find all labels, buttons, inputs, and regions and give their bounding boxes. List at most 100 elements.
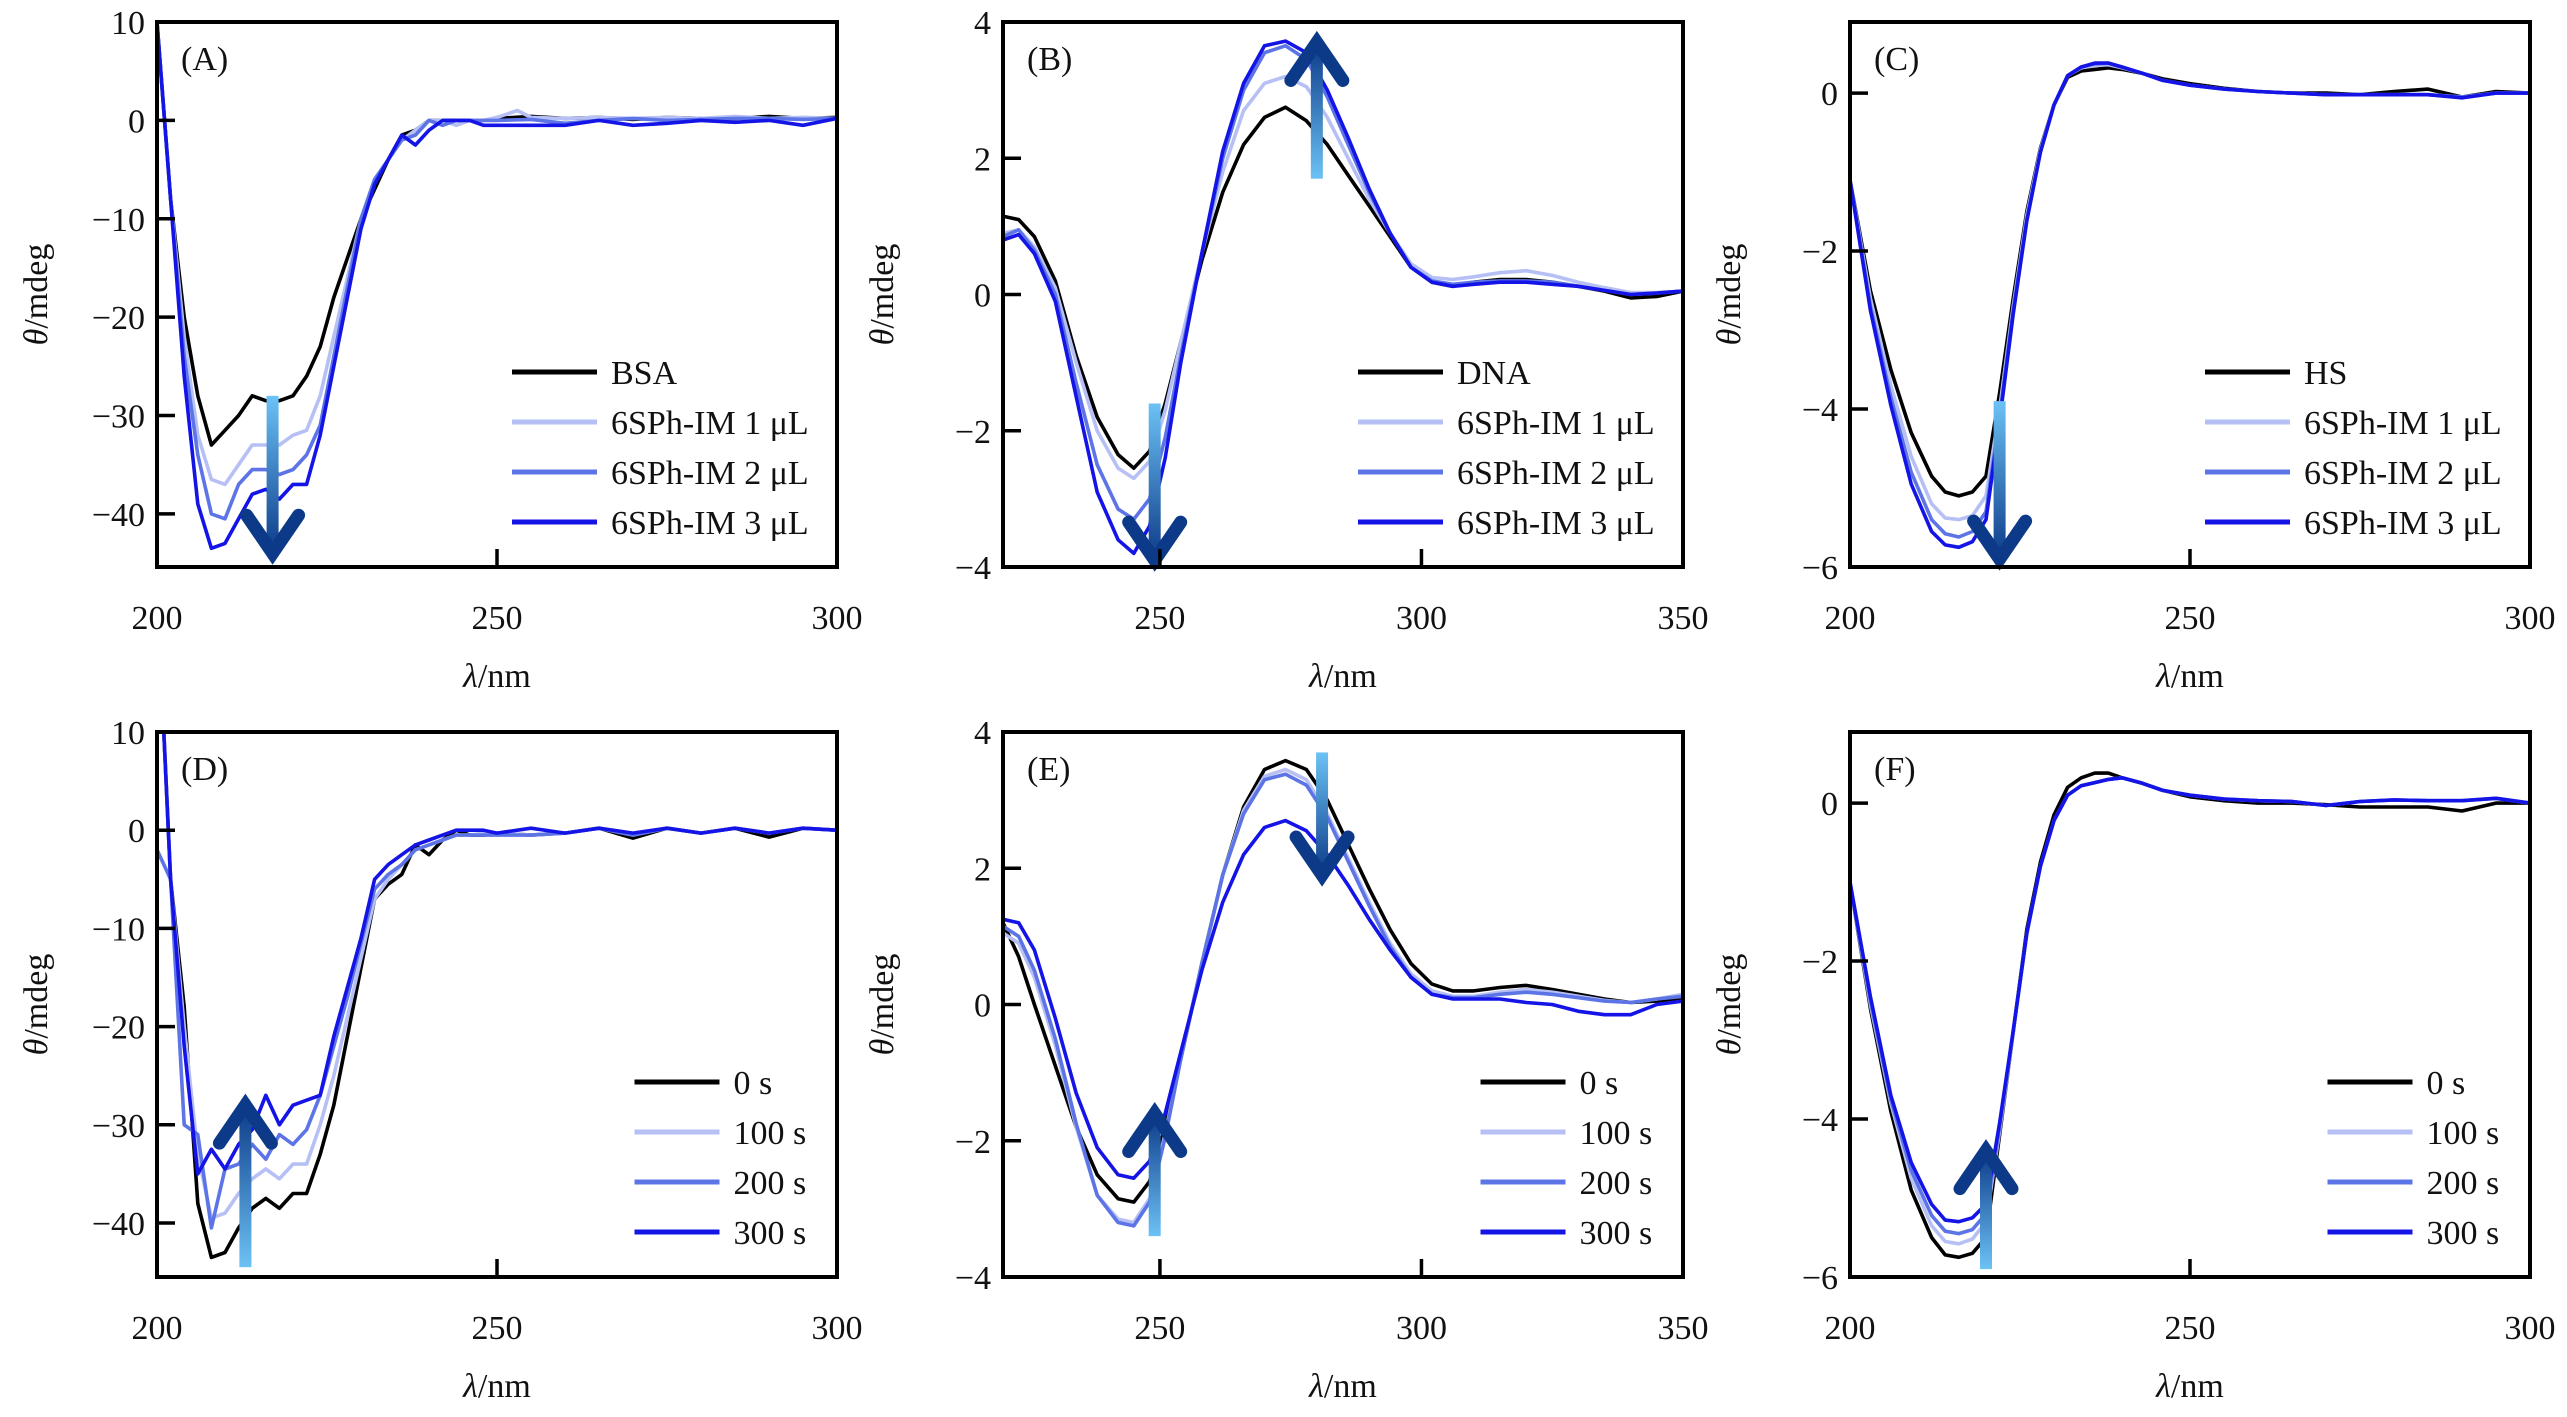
y-tick-label: 0	[128, 103, 145, 140]
panel-c: 0 −2 −4 −6 200 250 300 λ/nm θ/mdeg (C) HS 6SPh-IM 1…	[1711, 20, 2556, 695]
trend-arrow-down-icon	[1289, 752, 1355, 887]
x-tick-label: 250	[2165, 600, 2216, 637]
x-tick-label: 200	[1825, 1310, 1876, 1347]
series-line-4	[1003, 818, 1683, 1180]
legend: HS 6SPh-IM 1 μL 6SPh-IM 2 μL 6SPh-IM 3 μL	[2205, 355, 2502, 542]
trend-arrow-up-icon	[212, 1093, 278, 1268]
legend-label: 100 s	[2427, 1115, 2500, 1152]
y-axis-title: θ/mdeg	[18, 954, 55, 1056]
series-line-4	[157, 22, 837, 551]
legend-label: 200 s	[734, 1165, 807, 1202]
y-tick-label: −30	[92, 399, 145, 436]
y-tick-label: −4	[1802, 1102, 1838, 1139]
y-tick-label: −40	[92, 1206, 145, 1243]
x-tick-label: 350	[1658, 600, 1709, 637]
x-axis-title: λ/nm	[2155, 1368, 2224, 1405]
legend-item: 200 s	[634, 1165, 807, 1202]
legend-label: 0 s	[2427, 1065, 2466, 1102]
legend-label: 6SPh-IM 2 μL	[611, 455, 809, 492]
y-tick-label: −20	[92, 300, 145, 337]
legend-label: 6SPh-IM 3 μL	[611, 505, 809, 542]
series-line-1	[1850, 771, 2530, 1260]
y-tick-label: 10	[111, 715, 145, 752]
series-line-3	[1003, 772, 1683, 1228]
legend-label: 300 s	[1580, 1215, 1653, 1252]
legend-item: 200 s	[1480, 1165, 1652, 1202]
legend-label: 100 s	[734, 1115, 807, 1152]
legend-label: 6SPh-IM 1 μL	[611, 405, 809, 442]
x-tick-label: 300	[2505, 1310, 2556, 1347]
legend: 0 s 100 s 200 s 300 s	[634, 1065, 807, 1252]
x-tick-label: 200	[132, 1310, 183, 1347]
y-tick-label: −40	[92, 497, 145, 534]
y-tick-label: 0	[974, 278, 991, 315]
series-line-2	[1850, 62, 2530, 522]
legend-label: HS	[2304, 355, 2347, 392]
y-tick-label: 2	[974, 851, 991, 888]
curves	[1003, 758, 1683, 1228]
legend-label: 6SPh-IM 3 μL	[2304, 505, 2502, 542]
trend-arrow-down-icon	[1967, 401, 2033, 571]
y-tick-label: −2	[1802, 944, 1838, 981]
legend-item: 0 s	[1480, 1065, 1619, 1102]
y-tick-label: 4	[974, 715, 991, 752]
legend-label: 300 s	[2427, 1215, 2500, 1252]
legend-item: 100 s	[2327, 1115, 2500, 1152]
trend-arrow-up-icon	[1953, 1139, 2019, 1270]
legend-label: 100 s	[1580, 1115, 1653, 1152]
x-tick-label: 250	[472, 600, 523, 637]
y-tick-label: −2	[1802, 234, 1838, 271]
legend-item: 6SPh-IM 3 μL	[1358, 505, 1655, 542]
y-tick-label: −4	[955, 550, 991, 587]
y-tick-label: −2	[955, 414, 991, 451]
x-tick-label: 250	[1134, 600, 1185, 637]
legend-label: 6SPh-IM 1 μL	[2304, 405, 2502, 442]
legend-item: DNA	[1358, 355, 1531, 392]
y-axis-title: θ/mdeg	[864, 954, 901, 1056]
legend-item: 6SPh-IM 2 μL	[512, 455, 809, 492]
legend-label: 0 s	[1580, 1065, 1619, 1102]
y-tick-label: 10	[111, 5, 145, 42]
legend-label: 6SPh-IM 2 μL	[1457, 455, 1655, 492]
x-axis-title: λ/nm	[2155, 658, 2224, 695]
panel-d: 10 0 −10 −20 −30 −40 200 250 300 λ/nm θ/mdeg (D) 0 s…	[18, 715, 863, 1405]
trend-arrow-up-icon	[1122, 1101, 1188, 1237]
legend-label: 0 s	[734, 1065, 773, 1102]
y-axis-title: θ/mdeg	[864, 244, 901, 346]
panel-label: (D)	[181, 751, 228, 788]
legend-item: 6SPh-IM 1 μL	[2205, 405, 2502, 442]
curves	[1850, 61, 2530, 550]
x-tick-label: 250	[1134, 1310, 1185, 1347]
series-line-4	[162, 732, 837, 1176]
legend-label: 200 s	[2427, 1165, 2500, 1202]
x-axis-title: λ/nm	[1308, 1368, 1377, 1405]
x-axis-title: λ/nm	[462, 658, 531, 695]
legend-item: 300 s	[2327, 1215, 2500, 1252]
y-tick-label: −4	[955, 1260, 991, 1297]
y-tick-label: 0	[974, 988, 991, 1025]
x-tick-label: 350	[1658, 1310, 1709, 1347]
panel-label: (B)	[1027, 41, 1072, 78]
y-tick-label: −10	[92, 911, 145, 948]
series-line-1	[162, 732, 837, 1260]
trend-arrow-down-icon	[1122, 403, 1188, 572]
legend: 0 s 100 s 200 s 300 s	[2327, 1065, 2500, 1252]
panel-label: (E)	[1027, 751, 1070, 788]
y-axis-title: θ/mdeg	[18, 244, 55, 346]
y-tick-label: 0	[1821, 786, 1838, 823]
y-tick-label: −6	[1802, 550, 1838, 587]
legend-item: 100 s	[1480, 1115, 1653, 1152]
x-tick-label: 300	[2505, 600, 2556, 637]
legend-label: BSA	[611, 355, 678, 392]
panel-a: 10 0 −10 −20 −30 −40 200 250 300 λ/nm θ/mdeg (A) BSA…	[18, 5, 863, 695]
legend: BSA 6SPh-IM 1 μL 6SPh-IM 2 μL 6SPh-IM 3 μL	[512, 355, 809, 542]
x-tick-label: 200	[132, 600, 183, 637]
x-tick-label: 300	[1396, 600, 1447, 637]
legend-label: 6SPh-IM 3 μL	[1457, 505, 1655, 542]
legend-item: 300 s	[634, 1215, 806, 1252]
panel-e: 4 2 0 −2 −4 250 300 350 λ/nm θ/mdeg (E) 0 s 100 s 200…	[864, 715, 1709, 1405]
legend-item: BSA	[512, 355, 678, 392]
trend-arrow-down-icon	[240, 395, 306, 565]
y-tick-label: 0	[128, 813, 145, 850]
